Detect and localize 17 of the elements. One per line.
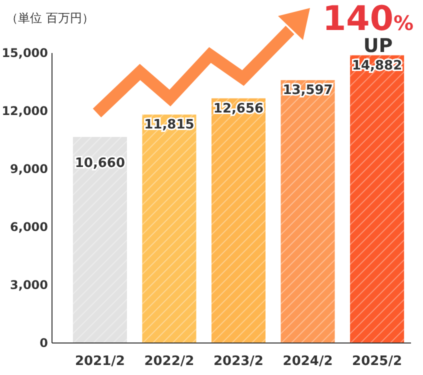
x-tick-label: 2025/2	[352, 354, 402, 369]
data-label: 11,815	[144, 118, 194, 133]
y-tick-label: 3,000	[10, 278, 48, 292]
x-tick-label: 2024/2	[282, 354, 333, 369]
data-label: 12,656	[213, 101, 264, 116]
y-tick-label: 9,000	[10, 162, 48, 176]
y-tick-label: 12,000	[2, 104, 48, 118]
y-axis-title: （単位 百万円）	[6, 11, 94, 25]
data-label: 10,660	[74, 156, 126, 171]
x-tick-label: 2023/2	[214, 354, 264, 369]
x-tick-label: 2022/2	[144, 354, 194, 369]
y-tick-label: 6,000	[10, 220, 48, 234]
y-tick-label: 15,000	[2, 46, 48, 60]
y-tick-label: 0	[40, 336, 48, 350]
data-label: 13,597	[282, 83, 333, 98]
x-tick-label: 2021/2	[74, 354, 125, 369]
data-label: 14,882	[352, 58, 402, 74]
